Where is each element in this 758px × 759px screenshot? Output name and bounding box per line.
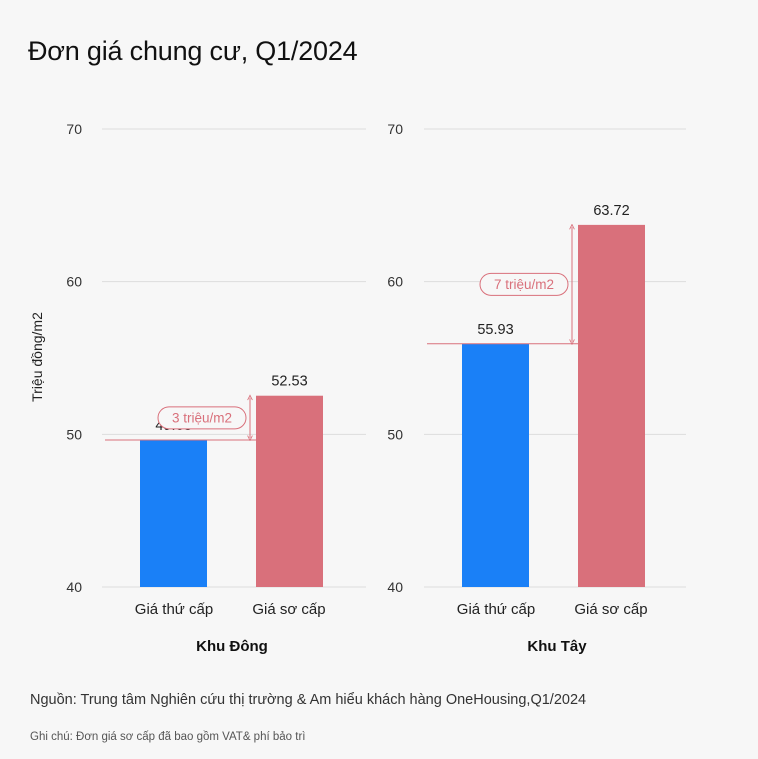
x-tick-label: Giá sơ cấp <box>574 601 647 618</box>
data-label: 55.93 <box>477 322 513 338</box>
y-tick-label: 70 <box>66 121 82 137</box>
annotation-text: 3 triệu/m2 <box>172 410 232 425</box>
annotation-text: 7 triệu/m2 <box>494 277 554 292</box>
data-label: 52.53 <box>271 374 307 390</box>
note-text: Ghi chú: Đơn giá sơ cấp đã bao gồm VAT& … <box>30 731 306 743</box>
panel-khu-tay: 40 50 60 70 55.93 Giá thứ cấp 63.72 Giá sơ cấp K… <box>387 121 686 655</box>
annotation-pill <box>157 406 247 430</box>
y-tick-label: 50 <box>66 426 82 442</box>
y-tick-label: 40 <box>66 579 82 595</box>
y-axis-label: Triệu đồng/m2 <box>29 312 45 402</box>
chart-title: Đơn giá chung cư, Q1/2024 <box>28 36 358 66</box>
bar-primary <box>256 395 323 587</box>
y-tick-label: 60 <box>66 274 82 290</box>
panel-label: Khu Đông <box>196 638 268 655</box>
source-text: Nguồn: Trung tâm Nghiên cứu thị trường &… <box>30 692 587 708</box>
panel-label: Khu Tây <box>527 638 587 655</box>
y-tick-label: 60 <box>387 274 403 290</box>
data-label: 63.72 <box>593 203 629 219</box>
y-tick-label: 70 <box>387 121 403 137</box>
y-tick-label: 50 <box>387 426 403 442</box>
bar-secondary <box>140 439 207 587</box>
x-tick-label: Giá thứ cấp <box>457 601 535 618</box>
x-tick-label: Giá sơ cấp <box>252 601 325 618</box>
annotation-pill <box>479 272 569 296</box>
y-tick-label: 40 <box>387 579 403 595</box>
bar-primary <box>578 224 645 587</box>
bar-secondary <box>462 343 529 587</box>
x-tick-label: Giá thứ cấp <box>135 601 213 618</box>
